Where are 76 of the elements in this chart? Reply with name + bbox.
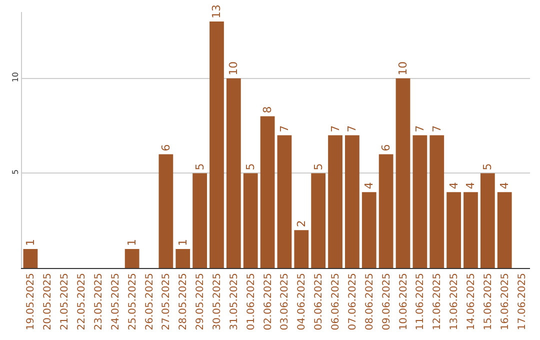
data-label: 7 bbox=[413, 125, 426, 132]
bar bbox=[362, 192, 376, 268]
bar bbox=[176, 249, 190, 268]
x-tick-label: 05.06.2025 bbox=[314, 273, 325, 330]
bar bbox=[345, 135, 360, 268]
bar bbox=[243, 173, 258, 268]
x-tick-label: 30.05.2025 bbox=[212, 273, 223, 330]
data-label: 5 bbox=[244, 163, 258, 170]
x-tick-label: 09.06.2025 bbox=[381, 273, 392, 330]
x-tick-label: 29.05.2025 bbox=[195, 273, 206, 330]
data-label: 7 bbox=[346, 125, 359, 132]
bar bbox=[23, 249, 38, 268]
bar bbox=[210, 21, 224, 268]
x-tick-label: 15.06.2025 bbox=[482, 273, 494, 330]
x-tick-label: 22.05.2025 bbox=[76, 273, 88, 330]
bar bbox=[277, 135, 292, 268]
data-label: 4 bbox=[464, 182, 478, 190]
data-label: 7 bbox=[430, 125, 444, 132]
bar bbox=[480, 173, 495, 268]
x-tick-label: 13.06.2025 bbox=[449, 273, 460, 330]
x-tick-label: 20.05.2025 bbox=[42, 273, 54, 330]
data-label: 2 bbox=[294, 220, 308, 228]
x-tick-label: 07.06.2025 bbox=[347, 273, 358, 330]
x-tick-label: 28.05.2025 bbox=[178, 273, 190, 330]
bar bbox=[294, 230, 309, 268]
x-tick-label: 16.06.2025 bbox=[500, 273, 511, 330]
bar bbox=[158, 154, 174, 268]
x-tick-label: 12.06.2025 bbox=[432, 273, 444, 330]
data-label: 1 bbox=[176, 239, 190, 246]
data-label: 6 bbox=[159, 144, 172, 152]
data-label: 4 bbox=[447, 182, 460, 190]
data-label: 4 bbox=[362, 182, 376, 190]
bar bbox=[328, 135, 342, 268]
data-label: 4 bbox=[498, 182, 512, 190]
bar bbox=[412, 135, 428, 268]
data-label: 5 bbox=[481, 163, 494, 170]
x-tick-label: 21.05.2025 bbox=[60, 273, 71, 330]
x-tick-label: 17.06.2025 bbox=[516, 273, 528, 330]
x-tick-label: 03.06.2025 bbox=[280, 273, 291, 330]
x-tick-label: 24.05.2025 bbox=[110, 273, 122, 330]
x-tick-label: 04.06.2025 bbox=[296, 273, 308, 330]
x-tick-label: 11.06.2025 bbox=[415, 273, 426, 330]
x-tick-label: 23.05.2025 bbox=[93, 273, 104, 330]
bar bbox=[446, 192, 461, 268]
bar bbox=[226, 78, 241, 268]
x-tick-label: 06.06.2025 bbox=[330, 273, 342, 330]
data-label: 1 bbox=[126, 239, 139, 246]
x-tick-label: 26.05.2025 bbox=[144, 273, 156, 330]
x-tick-label: 19.05.2025 bbox=[26, 273, 37, 330]
x-tick-label: 10.06.2025 bbox=[398, 273, 410, 330]
bar bbox=[192, 173, 207, 268]
data-label: 5 bbox=[312, 163, 325, 170]
x-tick-label: 14.06.2025 bbox=[466, 273, 477, 330]
bar bbox=[260, 116, 275, 268]
x-tick-label: 25.05.2025 bbox=[127, 273, 138, 330]
bar bbox=[378, 154, 394, 268]
data-label: 7 bbox=[278, 125, 291, 132]
x-tick-label: 31.05.2025 bbox=[228, 273, 240, 330]
data-label: 10 bbox=[227, 61, 240, 76]
x-tick-label: 01.06.2025 bbox=[246, 273, 257, 330]
bar bbox=[430, 135, 444, 268]
data-label: 7 bbox=[328, 125, 342, 132]
data-label: 5 bbox=[193, 163, 206, 170]
data-label: 6 bbox=[380, 144, 393, 152]
bar bbox=[124, 249, 140, 268]
bar bbox=[497, 192, 512, 268]
data-label: 1 bbox=[24, 239, 37, 246]
bar bbox=[311, 173, 326, 268]
x-tick-label: 08.06.2025 bbox=[364, 273, 376, 330]
x-tick-label: 27.05.2025 bbox=[161, 273, 172, 330]
data-label: 13 bbox=[210, 4, 224, 18]
bar bbox=[464, 192, 478, 268]
x-tick-label: 02.06.2025 bbox=[262, 273, 274, 330]
data-label: 8 bbox=[261, 106, 274, 114]
data-label: 10 bbox=[396, 61, 410, 76]
bar bbox=[396, 78, 410, 268]
